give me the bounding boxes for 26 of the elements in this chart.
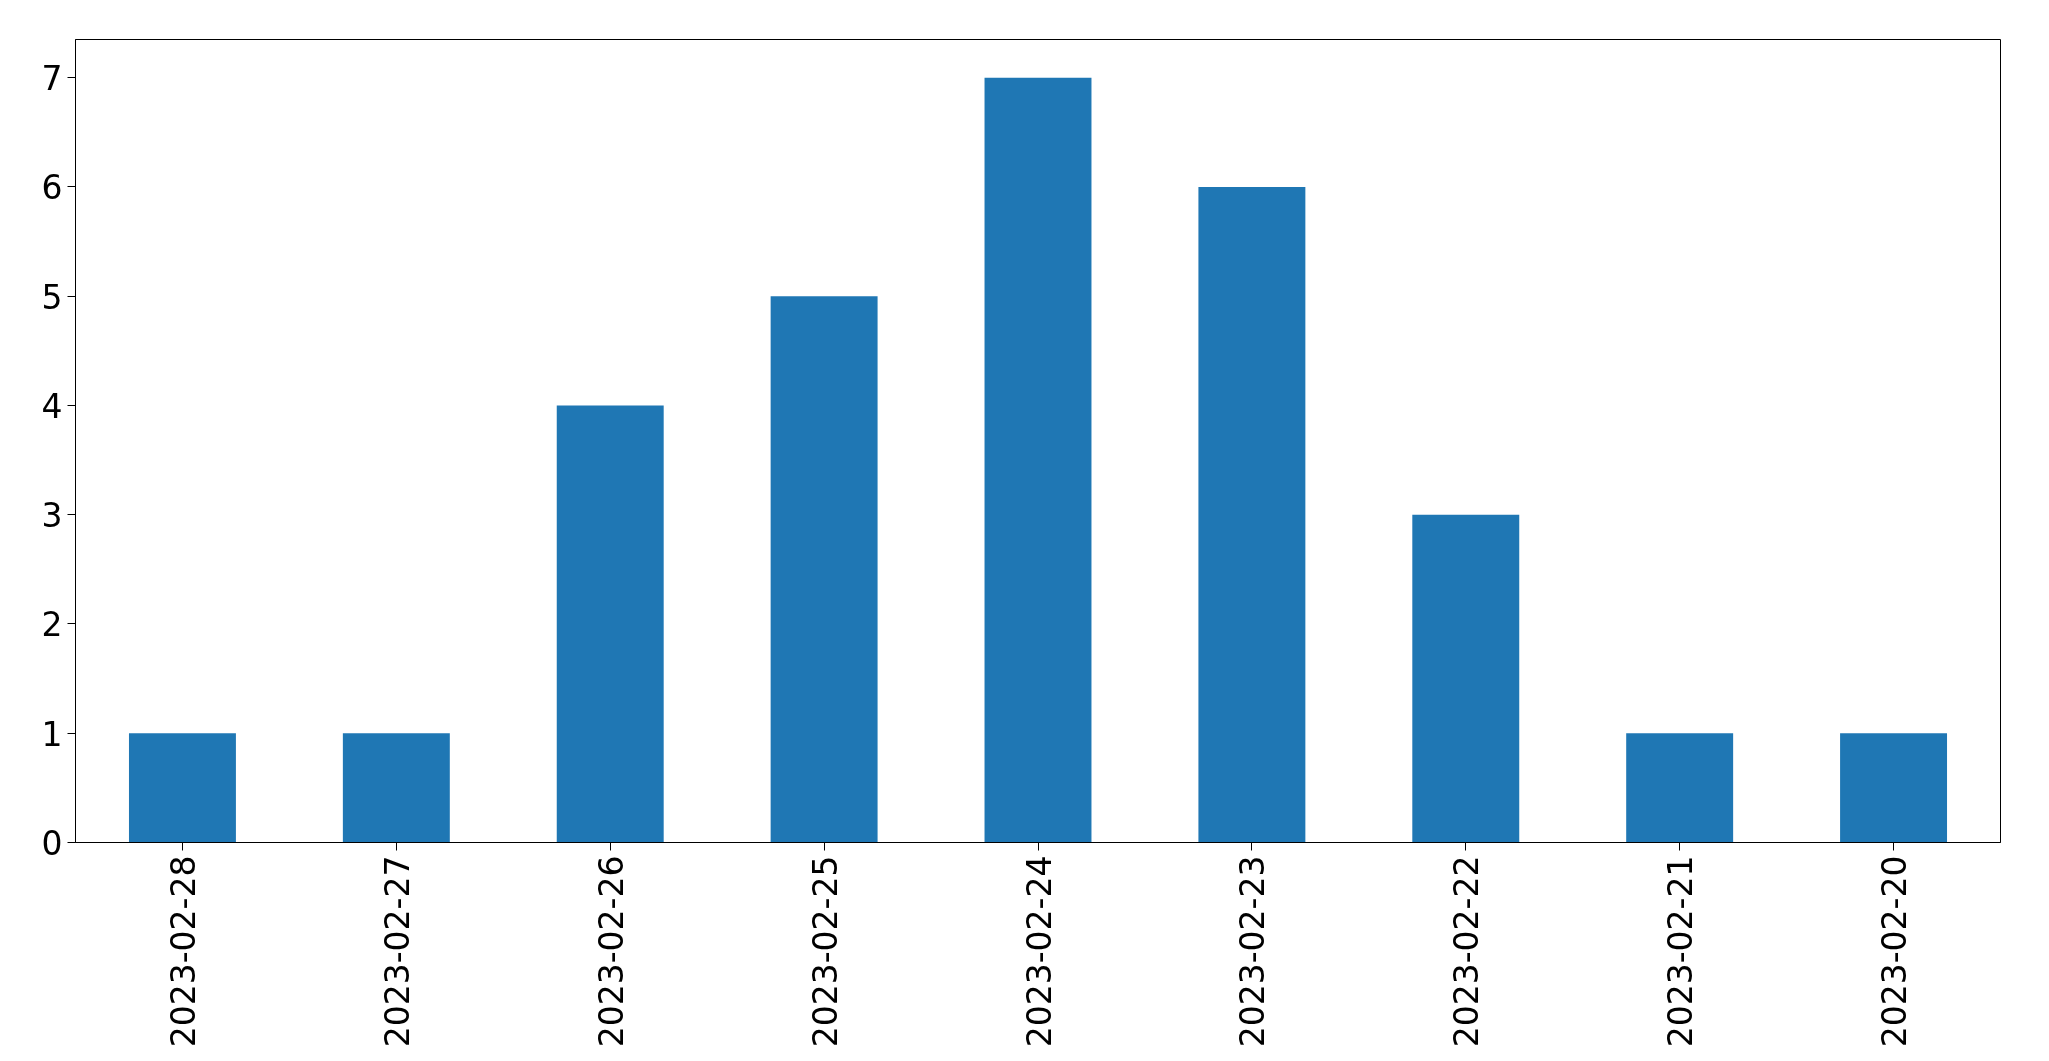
y-tick-label: 6 [41, 168, 63, 208]
bar [128, 733, 236, 843]
y-tick-label: 7 [41, 59, 63, 99]
bar [1412, 514, 1520, 843]
bar [1198, 186, 1306, 843]
x-tick-label: 2023-02-22 [1447, 855, 1487, 1048]
x-tick-label: 2023-02-24 [1019, 855, 1059, 1048]
bar [1626, 733, 1734, 843]
bar [770, 296, 878, 843]
y-tick-label: 4 [41, 386, 63, 426]
bar [984, 77, 1092, 843]
bar [556, 405, 664, 843]
x-tick-label: 2023-02-25 [805, 855, 845, 1048]
bar [1840, 733, 1948, 843]
y-tick-label: 0 [41, 824, 63, 863]
bar [342, 733, 450, 843]
y-tick-label: 2 [41, 605, 63, 645]
x-tick-label: 2023-02-21 [1661, 855, 1701, 1048]
x-tick-label: 2023-02-26 [591, 855, 631, 1048]
x-tick-label: 2023-02-28 [163, 855, 203, 1048]
x-tick-label: 2023-02-23 [1233, 855, 1273, 1048]
x-tick-label: 2023-02-27 [377, 855, 417, 1048]
y-tick-label: 1 [41, 714, 63, 754]
y-tick-label: 3 [41, 496, 63, 536]
x-tick-label: 2023-02-20 [1875, 855, 1915, 1048]
y-tick-label: 5 [41, 277, 63, 317]
